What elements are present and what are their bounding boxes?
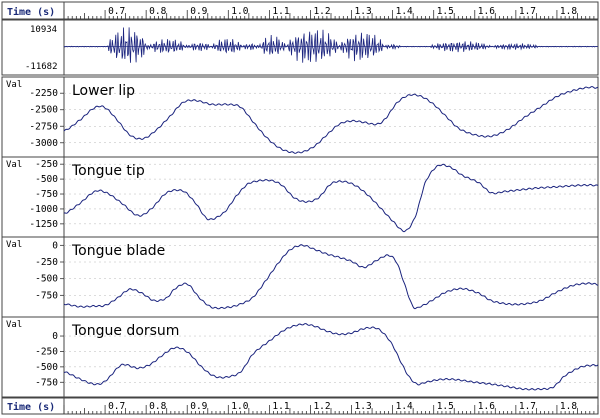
y-tick-label: -500 xyxy=(35,174,58,185)
time-tick-label-top: 1.4 xyxy=(396,6,413,17)
waveform-frame xyxy=(1,19,599,76)
panel-lower-lip: -2250 -2500 -2750 -3000 Val Lower lip xyxy=(1,76,599,158)
series-line xyxy=(63,163,599,233)
y-tick-label: -500 xyxy=(35,362,58,373)
time-tick-label-top: 1.7 xyxy=(519,6,536,17)
y-tick-label: -250 xyxy=(35,257,58,268)
time-ruler-frame xyxy=(1,397,599,415)
time-tick-label-bottom: 1.5 xyxy=(437,401,454,412)
waveform-max-label: 10934 xyxy=(30,25,57,35)
time-tick-label-bottom: 0.9 xyxy=(190,401,207,412)
time-tick-label-top: 0.7 xyxy=(108,6,125,17)
panel-value-label: Val xyxy=(6,240,22,250)
panel-title: Tongue tip xyxy=(71,163,145,179)
time-tick-label-bottom: 1.2 xyxy=(313,401,330,412)
time-tick-label-bottom: 1.0 xyxy=(231,401,248,412)
time-tick-label-top: 0.9 xyxy=(190,6,207,17)
waveform-min-label: -11682 xyxy=(25,62,58,72)
panel-tongue-tip: -250 -500 -750 -1000 -1250 Val Tongue tip xyxy=(1,156,599,238)
y-tick-label: -750 xyxy=(35,189,58,200)
y-tick-label: 0 xyxy=(52,331,58,342)
time-tick-label-bottom: 1.4 xyxy=(396,401,413,412)
time-tick-label-bottom: 1.7 xyxy=(519,401,536,412)
y-tick-label: -250 xyxy=(35,346,58,357)
panel-title: Lower lip xyxy=(72,83,135,99)
y-tick-label: -750 xyxy=(35,377,58,388)
y-tick-label: 0 xyxy=(52,240,58,251)
panel-value-label: Val xyxy=(6,160,22,170)
y-tick-label: -1250 xyxy=(29,219,58,230)
y-tick-label: -750 xyxy=(35,290,58,301)
y-tick-label: -2250 xyxy=(29,88,58,99)
time-tick-label-top: 1.0 xyxy=(231,6,248,17)
time-tick-label-bottom: 0.8 xyxy=(149,401,166,412)
waveform-trace xyxy=(63,27,598,63)
time-tick-label-bottom: 1.8 xyxy=(560,401,577,412)
y-tick-label: -500 xyxy=(35,274,58,285)
time-tick-label-top: 1.5 xyxy=(437,6,454,17)
panel-title: Tongue dorsum xyxy=(71,323,179,339)
top-time-ruler[interactable]: Time (s) 0.7 0.8 0.9 1.0 1.1 1.2 1.3 1.4 1.5 1.6 1.… xyxy=(1,1,599,20)
time-tick-label-bottom: 1.3 xyxy=(355,401,372,412)
time-tick-label-top: 1.8 xyxy=(560,6,577,17)
time-axis-label: Time (s) xyxy=(7,401,55,413)
time-tick-label-bottom: 1.6 xyxy=(478,401,495,412)
time-tick-label-top: 1.3 xyxy=(355,6,372,17)
time-tick-label-bottom: 1.1 xyxy=(272,401,289,412)
time-tick-label-top: 1.6 xyxy=(478,6,495,17)
y-tick-label: -2750 xyxy=(29,121,58,132)
panel-tongue-blade: 0 -250 -500 -750 Val Tongue blade xyxy=(1,236,599,318)
series-line xyxy=(63,85,599,154)
panel-value-label: Val xyxy=(6,320,22,330)
time-tick-label-top: 1.2 xyxy=(313,6,330,17)
panel-title: Tongue blade xyxy=(71,243,165,259)
panel-tongue-dorsum: 0 -250 -500 -750 Val Tongue dorsum xyxy=(1,316,599,398)
time-axis-label: Time (s) xyxy=(7,6,55,18)
panel-frame xyxy=(1,236,599,318)
y-tick-label: -250 xyxy=(35,159,58,170)
y-tick-label: -1000 xyxy=(29,204,58,215)
panel-frame xyxy=(1,76,599,158)
time-tick-label-top: 1.1 xyxy=(272,6,289,17)
bottom-time-ruler[interactable]: Time (s) 0.7 0.8 0.9 1.0 1.1 1.2 1.3 1.4 1.5 1.6 1.… xyxy=(1,397,599,415)
series-line xyxy=(63,323,599,391)
panel-value-label: Val xyxy=(6,80,22,90)
series-line xyxy=(63,244,599,310)
time-tick-label-top: 0.8 xyxy=(149,6,166,17)
time-tick-label-bottom: 0.7 xyxy=(108,401,125,412)
audio-waveform-panel: 10934 -11682 xyxy=(1,19,599,76)
y-tick-label: -3000 xyxy=(29,138,58,149)
y-tick-label: -2500 xyxy=(29,105,58,116)
time-ruler-frame xyxy=(1,1,599,20)
